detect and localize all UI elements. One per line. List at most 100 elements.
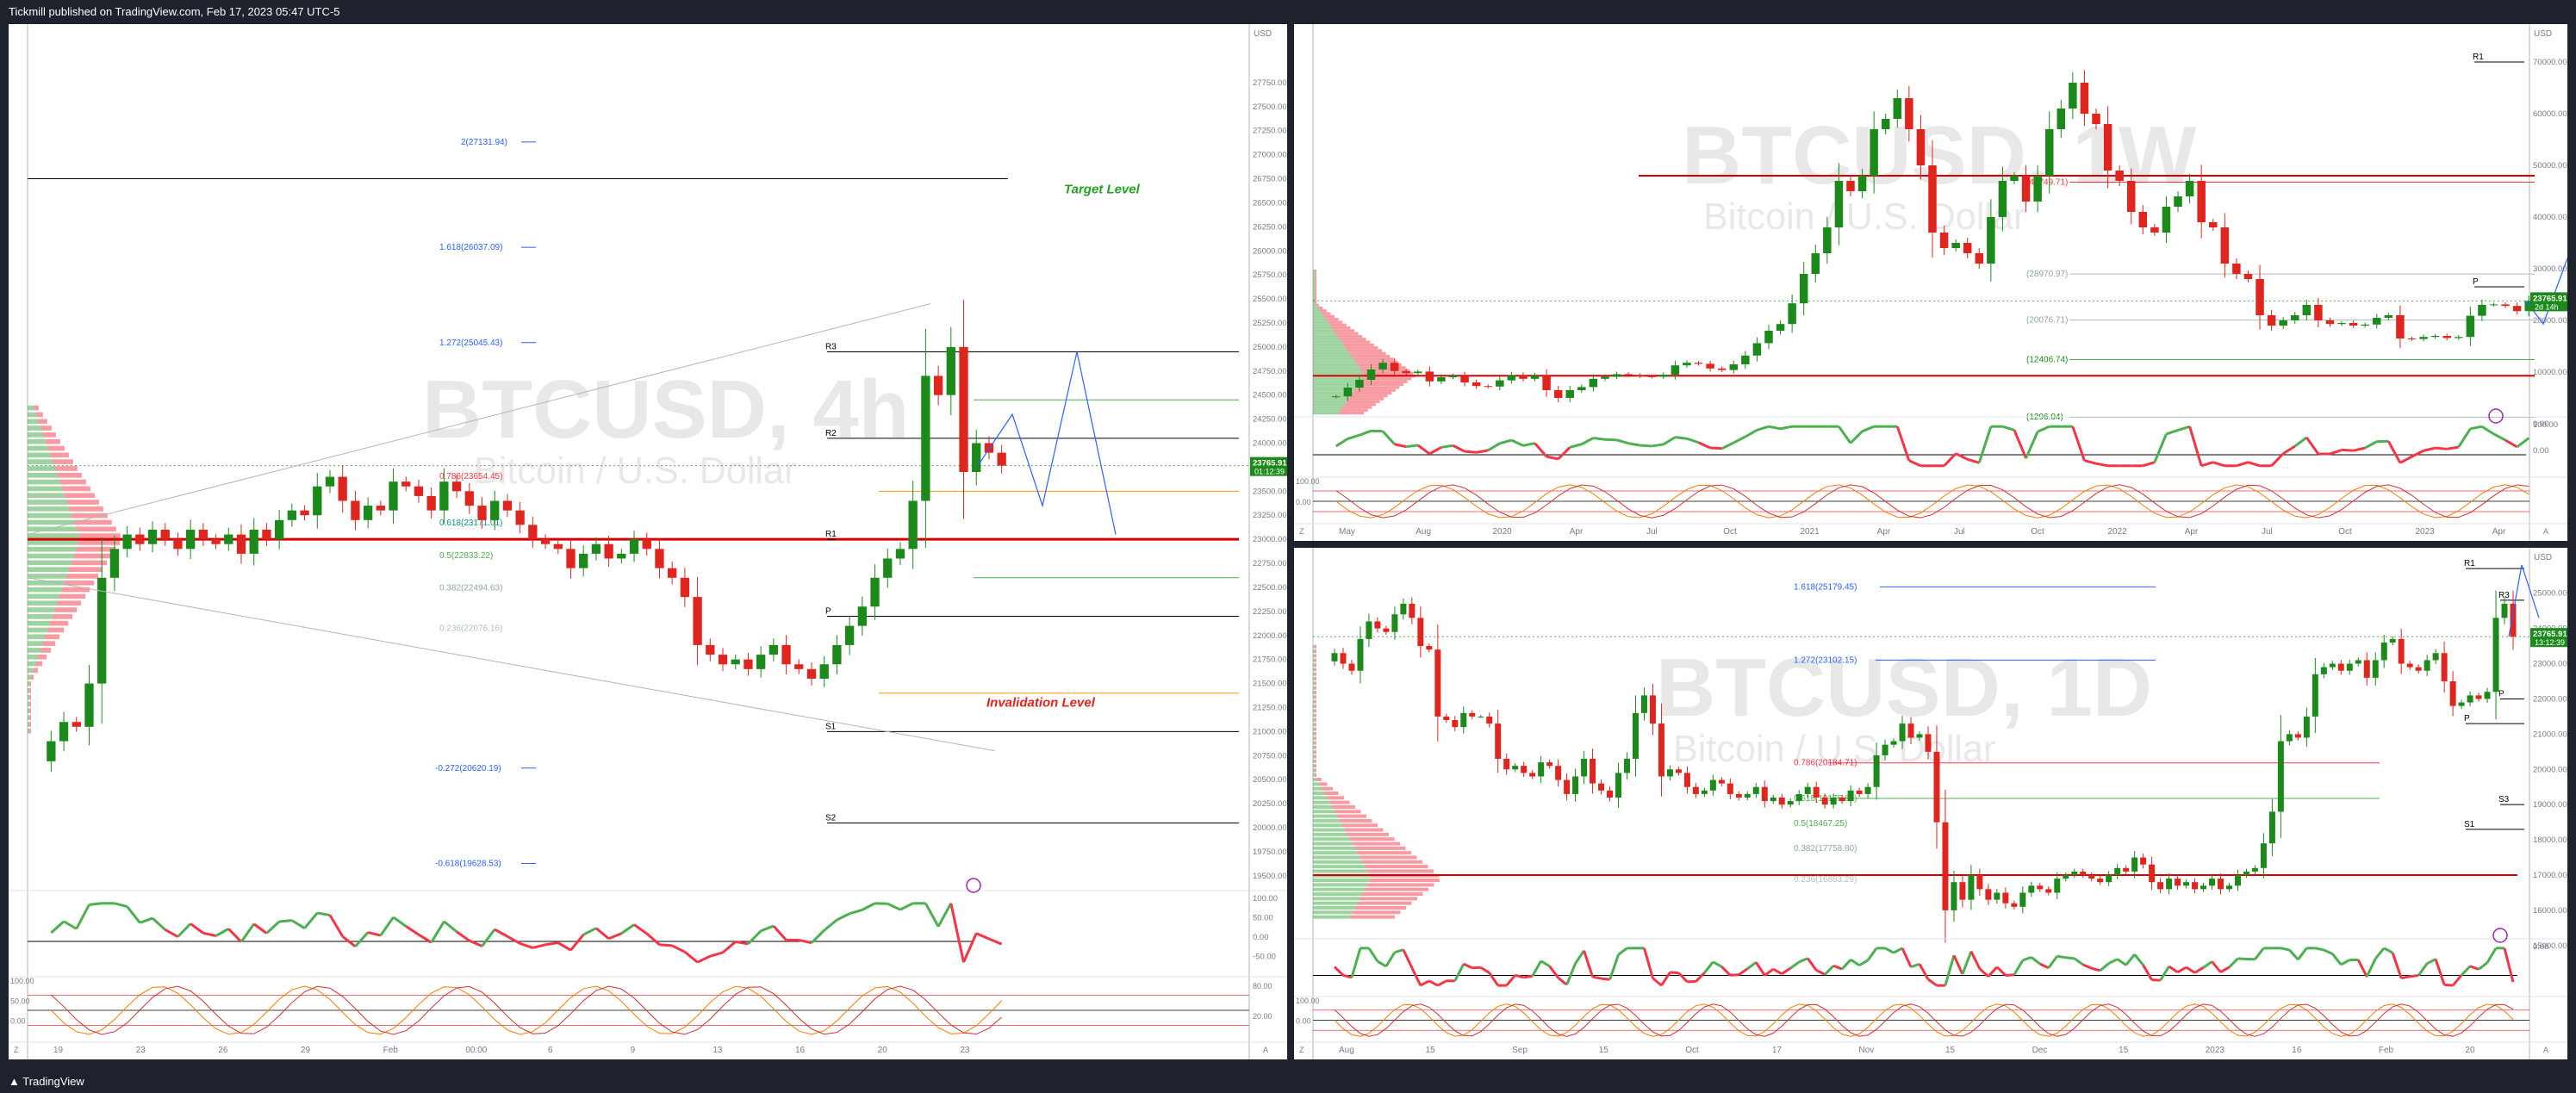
volume-profile-bar-down (66, 574, 99, 579)
chart-4h-panel[interactable]: BTCUSD, 4h Bitcoin / U.S. Dollar USD 27750.… (9, 24, 1287, 1059)
time-tick-label: May (1339, 527, 1355, 537)
price-tick-label: 40000.00 (2533, 213, 2567, 222)
volume-profile-bar-up (28, 574, 67, 579)
volume-profile-bar-up (1313, 804, 1333, 809)
rsi-segment (1499, 438, 1512, 445)
volume-profile-bar-down (1367, 883, 1434, 887)
volume-profile-bar-down (1331, 326, 1351, 330)
rsi-segment (2516, 437, 2530, 449)
volume-profile-bar-up (1313, 654, 1315, 658)
price-tick-label: 24000.00 (1253, 439, 1287, 449)
price-tick-label: 20000.00 (1253, 823, 1287, 833)
price-axis-unit: USD (2534, 553, 2552, 562)
rsi-segment (50, 920, 65, 935)
rsi-segment (2481, 425, 2495, 436)
rsi-segment (1601, 977, 1610, 981)
rsi-segment (2340, 959, 2351, 966)
candle-body (2380, 643, 2387, 661)
volume-profile-bar-up (1313, 846, 1355, 850)
candle-body (1577, 387, 1586, 390)
candle-body (287, 510, 297, 520)
candle-body (2157, 882, 2164, 890)
rsi-segment (862, 902, 876, 911)
volume-profile-bar-up (1313, 283, 1315, 287)
rsi-segment (1384, 951, 1397, 967)
fib-label: 0.5(22833.22) (439, 551, 493, 561)
rsi-segment (1534, 442, 1548, 458)
time-tick-label: 17 (1772, 1046, 1783, 1055)
rsi-segment (1918, 963, 1930, 980)
candle-body (1402, 370, 1410, 374)
candle-body (1727, 783, 1733, 794)
volume-profile-bar-down (30, 674, 34, 680)
volume-profile-bar-down (45, 438, 60, 444)
candle-body (2123, 867, 2130, 872)
volume-profile-bar-down (1314, 704, 1316, 708)
rsi-segment (772, 925, 787, 941)
volume-profile-bar-down (1362, 860, 1422, 864)
volume-profile-bar-up (1313, 677, 1315, 681)
rsi-segment (1472, 966, 1481, 970)
volume-profile-bar-down (1353, 357, 1394, 361)
volume-profile-bar-down (1314, 723, 1316, 727)
volume-profile-bar-down (1354, 846, 1406, 850)
tradingview-footer: ▲ TradingView (0, 1070, 2576, 1093)
stoch-right-tick-label: 80.00 (1253, 982, 1272, 991)
rsi-segment (1721, 441, 1734, 450)
rsi-segment (469, 939, 483, 947)
volume-profile-bar-down (61, 587, 90, 593)
pivot-label: R1 (2464, 559, 2475, 568)
volume-profile-bar-down (47, 445, 65, 451)
candle-body (135, 534, 145, 544)
candle-body (84, 683, 94, 727)
volume-profile-bar-down (52, 614, 73, 619)
rsi-segment (1333, 966, 1345, 977)
volume-profile-bar-down (1333, 329, 1354, 332)
candle-body (1521, 766, 1528, 773)
auto-scale-a-label: A (2543, 1046, 2548, 1054)
rsi-segment (1616, 438, 1629, 445)
rsi-segment (975, 932, 990, 941)
chart-weekly-panel[interactable]: BTCUSD, 1W Bitcoin / U.S. Dollar USD 70000.… (1294, 24, 2567, 541)
rsi-segment (849, 908, 863, 916)
rsi-segment (126, 905, 141, 924)
rsi-segment (418, 933, 432, 944)
volume-profile-bar-up (1313, 275, 1315, 278)
candle-body (376, 506, 385, 511)
tradingview-logo[interactable]: ▲ TradingView (9, 1075, 84, 1088)
volume-profile-bar-up (1313, 270, 1315, 273)
candle-body (1640, 695, 1647, 713)
rsi-segment (988, 937, 1003, 946)
rsi-segment (265, 920, 281, 935)
price-axis-unit: USD (1254, 29, 1272, 39)
rsi-segment (1780, 425, 1793, 431)
volume-profile-bar-down (1314, 745, 1316, 749)
rsi-segment (2503, 947, 2515, 983)
volume-profile-bar-down (1352, 391, 1392, 395)
volume-profile-bar-up (1313, 388, 1354, 392)
rsi-segment (557, 941, 572, 952)
rsi-segment (2399, 455, 2413, 464)
rsi-segment (1764, 967, 1775, 977)
candle-body (1565, 390, 1574, 398)
candle-body (819, 664, 829, 679)
volume-profile-bar-down (1315, 281, 1316, 284)
volume-profile-bar-down (78, 533, 121, 538)
rsi-segment (760, 924, 775, 933)
candle-body (439, 481, 449, 511)
candle-body (806, 668, 817, 679)
rsi-segment (671, 944, 686, 953)
stoch-tick-label: 100.00 (1296, 997, 1320, 1005)
chart-daily-panel[interactable]: BTCUSD, 1D Bitcoin / U.S. Dollar USD 25000.… (1294, 548, 2567, 1059)
candle-body (1683, 773, 1690, 787)
volume-profile-bar-down (1315, 272, 1316, 276)
rsi-segment (2504, 438, 2518, 449)
volume-profile-bar-down (1315, 289, 1316, 293)
candle-body (1331, 653, 1338, 661)
rsi-segment (1394, 948, 1404, 954)
trendline-upper (27, 303, 931, 536)
rsi-segment (227, 928, 243, 943)
